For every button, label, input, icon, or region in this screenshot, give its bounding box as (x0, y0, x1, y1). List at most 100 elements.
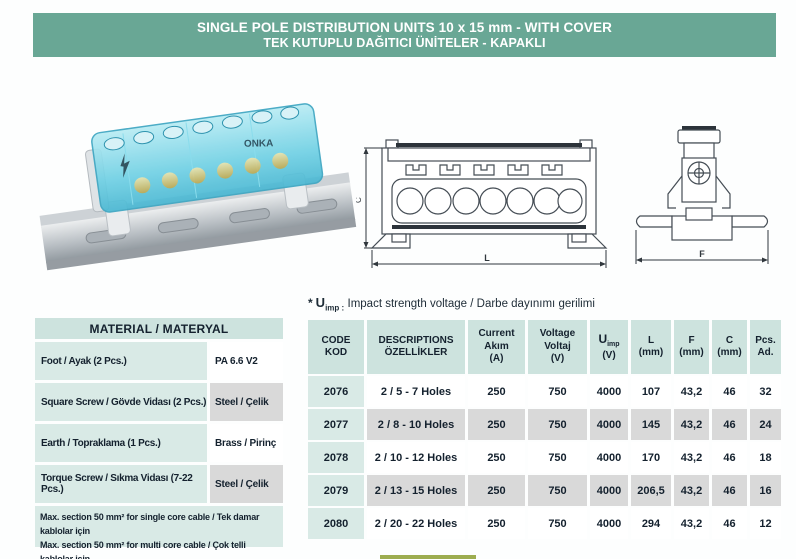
code-cell: 2080 (308, 508, 364, 539)
current-cell: 250 (468, 442, 525, 473)
code-cell: 2079 (308, 475, 364, 506)
current-cell: 250 (468, 376, 525, 407)
terminal-holes (396, 187, 583, 215)
dimension-f: F (635, 230, 769, 264)
desc-cell: 2 / 13 - 15 Holes (367, 475, 465, 506)
cover-tabs (405, 164, 563, 176)
max-section-line1: Max. section 50 mm² for single core cabl… (40, 512, 260, 536)
code-cell: 2078 (308, 442, 364, 473)
column-header-descriptions: DESCRIPTIONS ÖZELLİKLER (367, 320, 465, 374)
material-value: Brass / Pirinç (210, 424, 283, 462)
l-cell: 294 (631, 508, 671, 539)
uimp-cell: 4000 (590, 442, 628, 473)
title-banner: SINGLE POLE DISTRIBUTION UNITS 10 x 15 m… (33, 13, 776, 57)
table-row: Square Screw / Gövde Vidası (2 Pcs.) Ste… (35, 383, 283, 421)
f-cell: 43,2 (674, 376, 709, 407)
desc-cell: 2 / 8 - 10 Holes (367, 409, 465, 440)
asterisk: * (308, 296, 313, 310)
max-section-note: Max. section 50 mm² for single core cabl… (35, 506, 283, 559)
voltage-cell: 750 (528, 442, 587, 473)
pcs-cell: 16 (750, 475, 781, 506)
page-title-en: SINGLE POLE DISTRIBUTION UNITS 10 x 15 m… (197, 20, 612, 35)
page-number-tab (380, 555, 476, 559)
uimp-cell: 4000 (590, 376, 628, 407)
uimp-cell: 4000 (590, 475, 628, 506)
f-cell: 43,2 (674, 409, 709, 440)
pcs-cell: 32 (750, 376, 781, 407)
f-cell: 43,2 (674, 442, 709, 473)
material-value: Steel / Çelik (210, 383, 283, 421)
material-value: Steel / Çelik (210, 465, 283, 503)
l-cell: 145 (631, 409, 671, 440)
c-cell: 46 (712, 376, 747, 407)
material-label: Square Screw / Gövde Vidası (2 Pcs.) (35, 383, 207, 421)
pcs-cell: 18 (750, 442, 781, 473)
column-header-current: Current Akım (A) (468, 320, 525, 374)
front-view-svg: C L (354, 139, 608, 268)
uimp-note-text: Impact strength voltage / Darbe dayınımı… (347, 298, 595, 310)
uimp-cell: 4000 (590, 508, 628, 539)
dimension-c: C (354, 147, 382, 249)
uimp-cell: 4000 (590, 409, 628, 440)
voltage-cell: 750 (528, 376, 587, 407)
desc-cell: 2 / 20 - 22 Holes (367, 508, 465, 539)
l-cell: 107 (631, 376, 671, 407)
material-label: Torque Screw / Sıkma Vidası (7-22 Pcs.) (35, 465, 207, 503)
l-cell: 206,5 (631, 475, 671, 506)
rail-profile (635, 207, 769, 241)
code-cell: 2076 (308, 376, 364, 407)
f-cell: 43,2 (674, 508, 709, 539)
max-section-line2: Max. section 50 mm² for multi core cable… (40, 539, 246, 559)
column-header-l: L (mm) (631, 320, 671, 374)
table-row: Earth / Topraklama (1 Pcs.) Brass / Piri… (35, 424, 283, 462)
material-label: Earth / Topraklama (1 Pcs.) (35, 424, 207, 462)
voltage-cell: 750 (528, 508, 587, 539)
column-header-uimp: Uimp (V) (590, 320, 628, 374)
c-cell: 46 (712, 475, 747, 506)
spec-table: CODE KOD DESCRIPTIONS ÖZELLİKLER Current Ak… (308, 320, 781, 539)
front-view-drawing: C L (354, 126, 624, 276)
svg-text:L: L (484, 253, 490, 263)
c-cell: 46 (712, 442, 747, 473)
column-header-c: C (mm) (712, 320, 747, 374)
material-table-title: MATERIAL / MATERYAL (35, 318, 283, 339)
f-cell: 43,2 (674, 475, 709, 506)
svg-text:C: C (356, 197, 363, 203)
distribution-unit: ONKA (84, 103, 324, 237)
column-header-code: CODE KOD (308, 320, 364, 374)
product-photo-illustration: ONKA (39, 103, 357, 271)
column-header-f: F (mm) (674, 320, 709, 374)
dimension-l: L (371, 250, 607, 268)
side-view-drawing: F (626, 118, 778, 276)
material-table: MATERIAL / MATERYAL Foot / Ayak (2 Pcs.)… (35, 318, 283, 559)
uimp-note: * Uimp : Impact strength voltage / Darbe … (308, 295, 778, 313)
svg-text:F: F (699, 249, 705, 259)
c-cell: 46 (712, 409, 747, 440)
material-value: PA 6.6 V2 (210, 342, 283, 380)
page-title-tr: TEK KUTUPLU DAĞITICI ÜNİTELER - KAPAKLI (263, 36, 546, 50)
pcs-cell: 24 (750, 409, 781, 440)
brand-label: ONKA (244, 138, 274, 150)
current-cell: 250 (468, 475, 525, 506)
voltage-cell: 750 (528, 409, 587, 440)
code-cell: 2077 (308, 409, 364, 440)
column-header-voltage: Voltage Voltaj (V) (528, 320, 587, 374)
l-cell: 170 (631, 442, 671, 473)
side-view-svg: F (635, 126, 769, 264)
product-photo: ONKA (28, 78, 363, 293)
desc-cell: 2 / 5 - 7 Holes (367, 376, 465, 407)
pcs-cell: 12 (750, 508, 781, 539)
voltage-cell: 750 (528, 475, 587, 506)
c-cell: 46 (712, 508, 747, 539)
table-row: Torque Screw / Sıkma Vidası (7-22 Pcs.) … (35, 465, 283, 503)
uimp-symbol: U (315, 295, 326, 310)
table-row: Foot / Ayak (2 Pcs.) PA 6.6 V2 (35, 342, 283, 380)
material-label: Foot / Ayak (2 Pcs.) (35, 342, 207, 380)
desc-cell: 2 / 10 - 12 Holes (367, 442, 465, 473)
current-cell: 250 (468, 508, 525, 539)
column-header-pcs: Pcs. Ad. (750, 320, 781, 374)
lightning-icon (120, 153, 130, 178)
current-cell: 250 (468, 409, 525, 440)
uimp-subscript: imp : (325, 303, 345, 313)
